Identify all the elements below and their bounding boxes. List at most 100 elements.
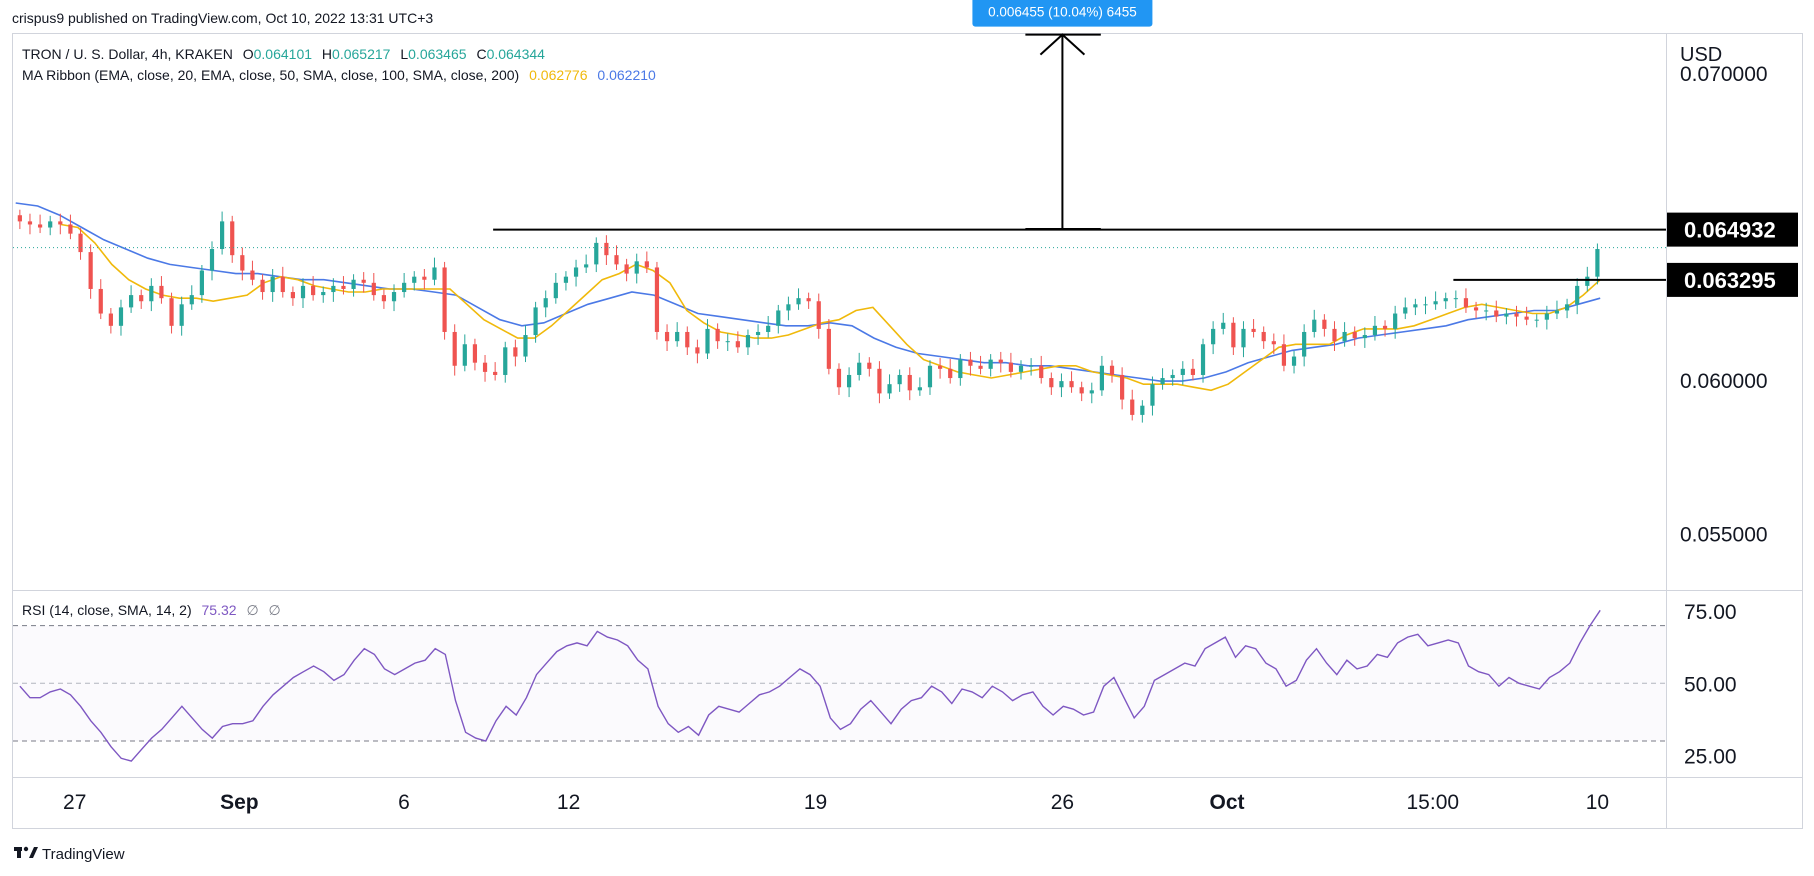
- candle: [1382, 320, 1388, 337]
- candle: [482, 355, 488, 382]
- candle: [27, 213, 33, 235]
- ohlc-close-key: C: [476, 46, 486, 62]
- candle: [1362, 327, 1367, 348]
- candles: [17, 209, 1600, 423]
- price-range-measure[interactable]: 0.006455 (10.04%) 6455: [972, 0, 1153, 231]
- candle: [806, 292, 811, 309]
- candle: [1494, 300, 1499, 323]
- currency-label: USD: [1680, 44, 1722, 66]
- candle: [1352, 326, 1357, 346]
- candle: [1342, 322, 1347, 347]
- candle: [715, 323, 720, 349]
- candle: [1504, 308, 1509, 325]
- candle: [887, 374, 892, 399]
- candle: [1443, 292, 1448, 309]
- candle: [604, 235, 609, 266]
- candle: [1332, 321, 1337, 352]
- time-axis-tick: 26: [1051, 791, 1074, 814]
- candle: [1190, 358, 1196, 381]
- candle: [1554, 300, 1560, 320]
- chart-frame: [12, 33, 1803, 829]
- ohlc-open-value: 0.064101: [254, 46, 313, 62]
- candle: [179, 296, 184, 336]
- price-axis-tick: 0.060000: [1680, 370, 1768, 393]
- rsi-legend[interactable]: RSI (14, close, SMA, 14, 2) 75.32 ∅ ∅: [22, 602, 281, 618]
- candle: [654, 261, 660, 340]
- candle: [573, 259, 579, 287]
- candle: [644, 251, 649, 273]
- time-axis-tick: Oct: [1210, 791, 1245, 814]
- candle: [1291, 351, 1297, 374]
- candle: [958, 354, 963, 386]
- candle: [1160, 368, 1165, 390]
- rsi-plot: [13, 609, 1666, 762]
- time-axis-tick: 27: [63, 791, 86, 814]
- candle: [836, 363, 842, 395]
- candle: [422, 268, 427, 290]
- candle: [948, 358, 953, 384]
- candle: [341, 276, 346, 295]
- symbol-title: TRON / U. S. Dollar, 4h, KRAKEN: [22, 46, 233, 62]
- candle: [907, 367, 912, 401]
- candle: [1150, 376, 1155, 416]
- price-badges: 0.064932 0.063295: [1667, 212, 1798, 297]
- candle: [371, 272, 376, 301]
- price-badge[interactable]: 0.063295: [1667, 262, 1798, 297]
- candle: [442, 261, 447, 340]
- ma-ribbon: [15, 202, 1601, 392]
- candle: [250, 260, 255, 286]
- candle: [1221, 312, 1226, 335]
- candle: [1413, 298, 1418, 316]
- candle: [209, 241, 215, 281]
- candle: [17, 209, 22, 230]
- candle: [978, 355, 983, 375]
- candle: [159, 276, 164, 304]
- candle: [351, 274, 356, 297]
- tradingview-logo[interactable]: TradingView: [14, 846, 125, 863]
- candle: [412, 271, 417, 291]
- ma-value-ema20: 0.062776: [529, 67, 588, 83]
- candle: [1514, 305, 1519, 327]
- rsi-axis-tick: 50.00: [1684, 673, 1737, 696]
- candle: [1231, 317, 1236, 356]
- candle: [937, 358, 943, 379]
- candle: [1120, 367, 1125, 410]
- drawings: 0.006455 (10.04%) 6455: [13, 0, 1666, 281]
- ma-value-ema50: 0.062210: [597, 67, 656, 83]
- candle: [523, 325, 528, 363]
- rsi-axis-tick: 75.00: [1684, 601, 1737, 624]
- price-axis-tick: 0.055000: [1680, 524, 1768, 547]
- candle: [280, 266, 285, 298]
- candle: [311, 276, 316, 301]
- symbol-legend[interactable]: TRON / U. S. Dollar, 4h, KRAKEN O0.06410…: [22, 46, 545, 62]
- rsi-extra-1: ∅: [246, 602, 258, 618]
- rsi-label: RSI (14, close, SMA, 14, 2): [22, 602, 192, 618]
- candle: [826, 319, 831, 375]
- ma-ribbon-legend[interactable]: MA Ribbon (EMA, close, 20, EMA, close, 5…: [22, 67, 656, 83]
- rsi-axis-ticks: 75.00 50.00 25.00: [1684, 601, 1737, 768]
- candle: [1211, 321, 1216, 355]
- candle: [1473, 301, 1479, 319]
- candle: [58, 213, 63, 235]
- candle: [705, 319, 710, 359]
- candle: [220, 211, 225, 255]
- candle: [988, 354, 993, 377]
- candle: [331, 278, 336, 302]
- price-badge-label: 0.063295: [1684, 268, 1776, 293]
- candle: [503, 341, 508, 383]
- candle: [1018, 360, 1024, 380]
- ohlc-low-value: 0.063465: [408, 46, 467, 62]
- price-badge[interactable]: 0.064932: [1667, 212, 1798, 247]
- candle: [321, 286, 326, 303]
- candle: [1130, 389, 1135, 421]
- candle: [1241, 321, 1246, 358]
- candle: [553, 272, 558, 304]
- candle: [1403, 297, 1408, 320]
- candle: [624, 258, 629, 282]
- candle: [1463, 288, 1469, 313]
- candle: [230, 215, 235, 263]
- candle: [300, 278, 306, 309]
- candle: [1008, 352, 1013, 378]
- candle: [493, 362, 498, 381]
- rsi-line: [19, 609, 1601, 762]
